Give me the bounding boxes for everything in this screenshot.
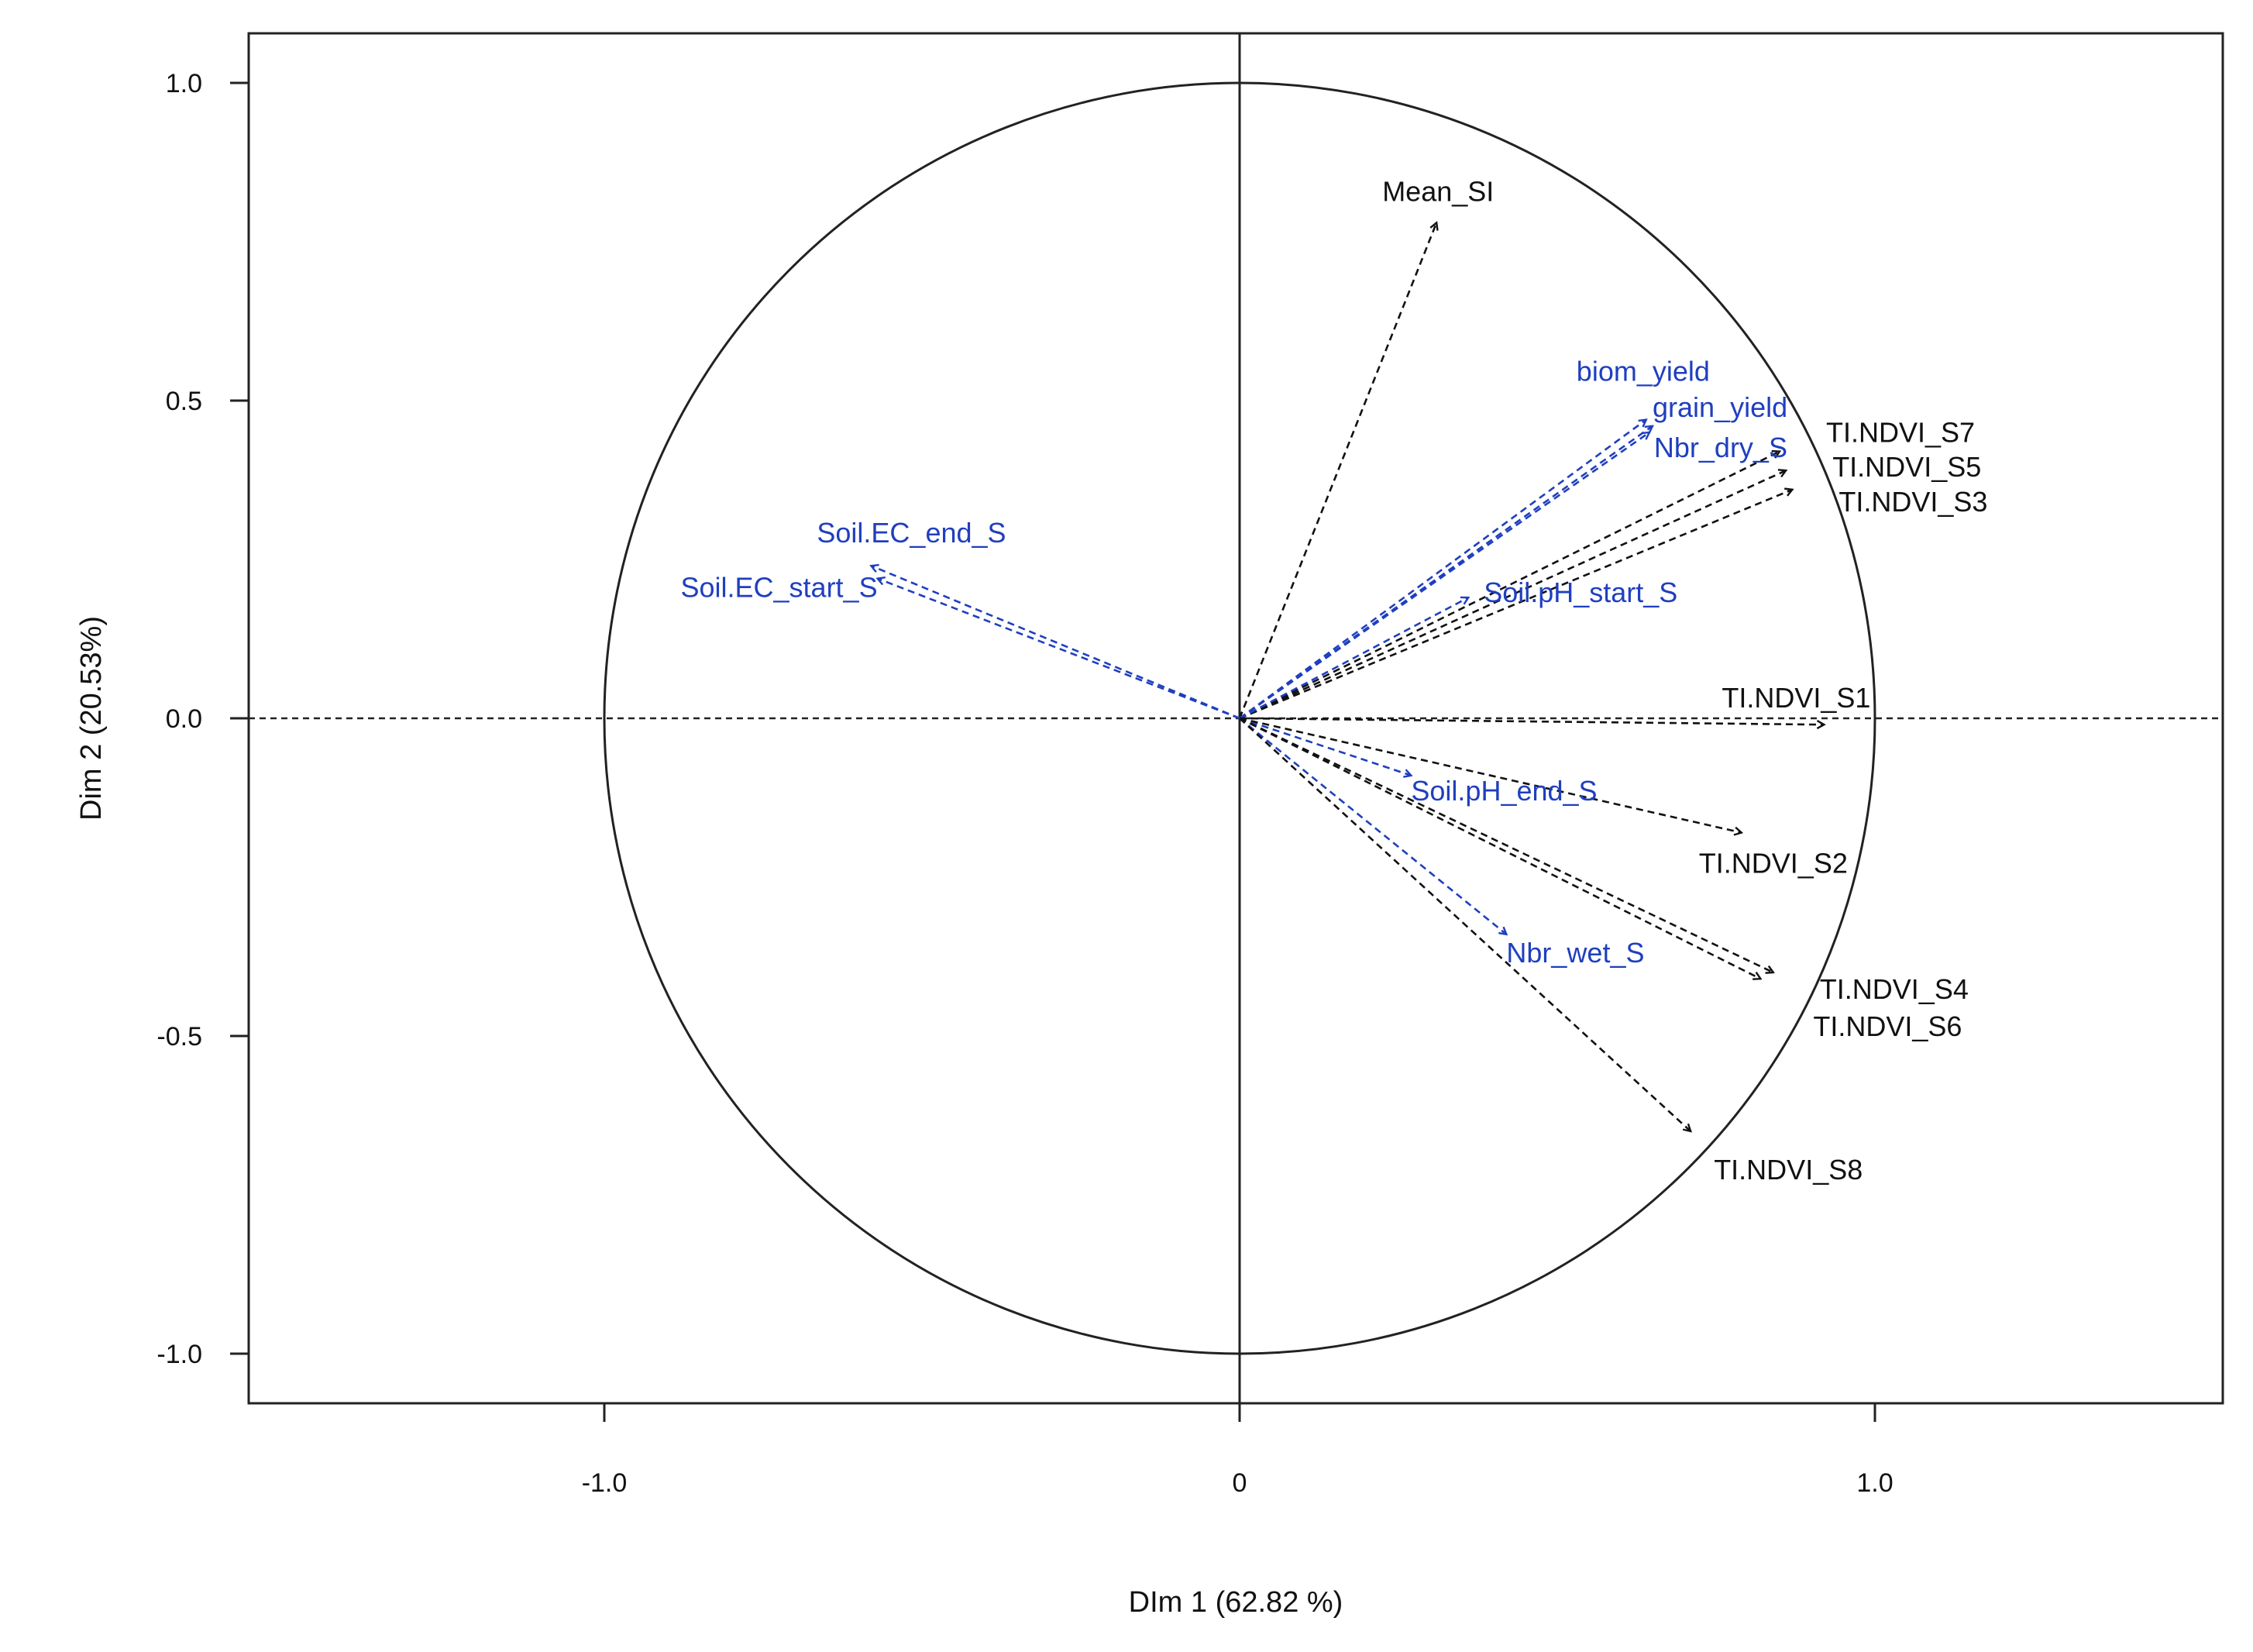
variable-label: TI.NDVI_S3 (1839, 486, 1987, 518)
variable-arrow (1239, 432, 1649, 720)
variable-arrow (878, 579, 1240, 720)
variable-label: Mean_SI (1382, 175, 1494, 207)
y-tick-label: -0.5 (157, 1022, 202, 1051)
variable-label: Nbr_dry_S (1654, 432, 1787, 463)
variable-arrows (871, 222, 1824, 1131)
variable-label: TI.NDVI_S6 (1813, 1010, 1962, 1042)
y-axis-title: Dim 2 (20.53%) (75, 616, 108, 821)
variable-label: TI.NDVI_S4 (1820, 973, 1969, 1005)
x-tick-label: -1.0 (582, 1468, 628, 1498)
variable-arrow (1239, 717, 1773, 972)
variable-arrow (1239, 490, 1792, 720)
variable-label: TI.NDVI_S7 (1826, 417, 1975, 449)
x-tick-label: 0 (1233, 1468, 1247, 1498)
variable-labels: Mean_SI biom_yield grain_yield Nbr_dry_S TI.… (680, 175, 1987, 1186)
variable-arrow (1239, 717, 1411, 776)
y-axis-ticks: 1.0 0.5 0.0 -0.5 -1.0 (157, 69, 249, 1369)
variable-label: Soil.EC_start_S (680, 572, 877, 604)
x-axis-ticks: -1.0 0 1.0 (582, 1403, 1894, 1498)
x-tick-label: 1.0 (1856, 1468, 1893, 1498)
variable-arrow (1238, 222, 1436, 719)
variable-arrow (1239, 717, 1742, 833)
variable-label: Soil.pH_start_S (1484, 576, 1677, 608)
variable-arrow (1239, 597, 1468, 720)
variable-arrow (1239, 717, 1760, 979)
y-tick-label: -1.0 (157, 1340, 202, 1369)
x-axis-title: DIm 1 (62.82 %) (1129, 1586, 1343, 1619)
variable-arrow (1239, 470, 1786, 720)
y-tick-label: 0.0 (166, 704, 202, 734)
variable-label: TI.NDVI_S8 (1714, 1154, 1863, 1186)
variable-arrow (1239, 717, 1824, 724)
variable-arrow (1239, 452, 1780, 720)
variable-label: TI.NDVI_S5 (1832, 451, 1981, 483)
variable-arrow (1239, 717, 1506, 934)
variable-arrow (1239, 718, 1691, 1131)
y-tick-label: 1.0 (166, 69, 202, 98)
variable-arrow (1239, 420, 1646, 720)
variable-label: Soil.EC_end_S (817, 517, 1006, 549)
variable-label: biom_yield (1577, 356, 1710, 387)
y-tick-label: 0.5 (166, 387, 202, 416)
variable-label: TI.NDVI_S1 (1722, 682, 1870, 714)
variable-label: TI.NDVI_S2 (1699, 848, 1848, 879)
variable-arrow (871, 566, 1240, 720)
variable-label: grain_yield (1653, 391, 1787, 423)
variable-label: Soil.pH_end_S (1411, 775, 1597, 807)
variable-label: Nbr_wet_S (1506, 937, 1644, 969)
